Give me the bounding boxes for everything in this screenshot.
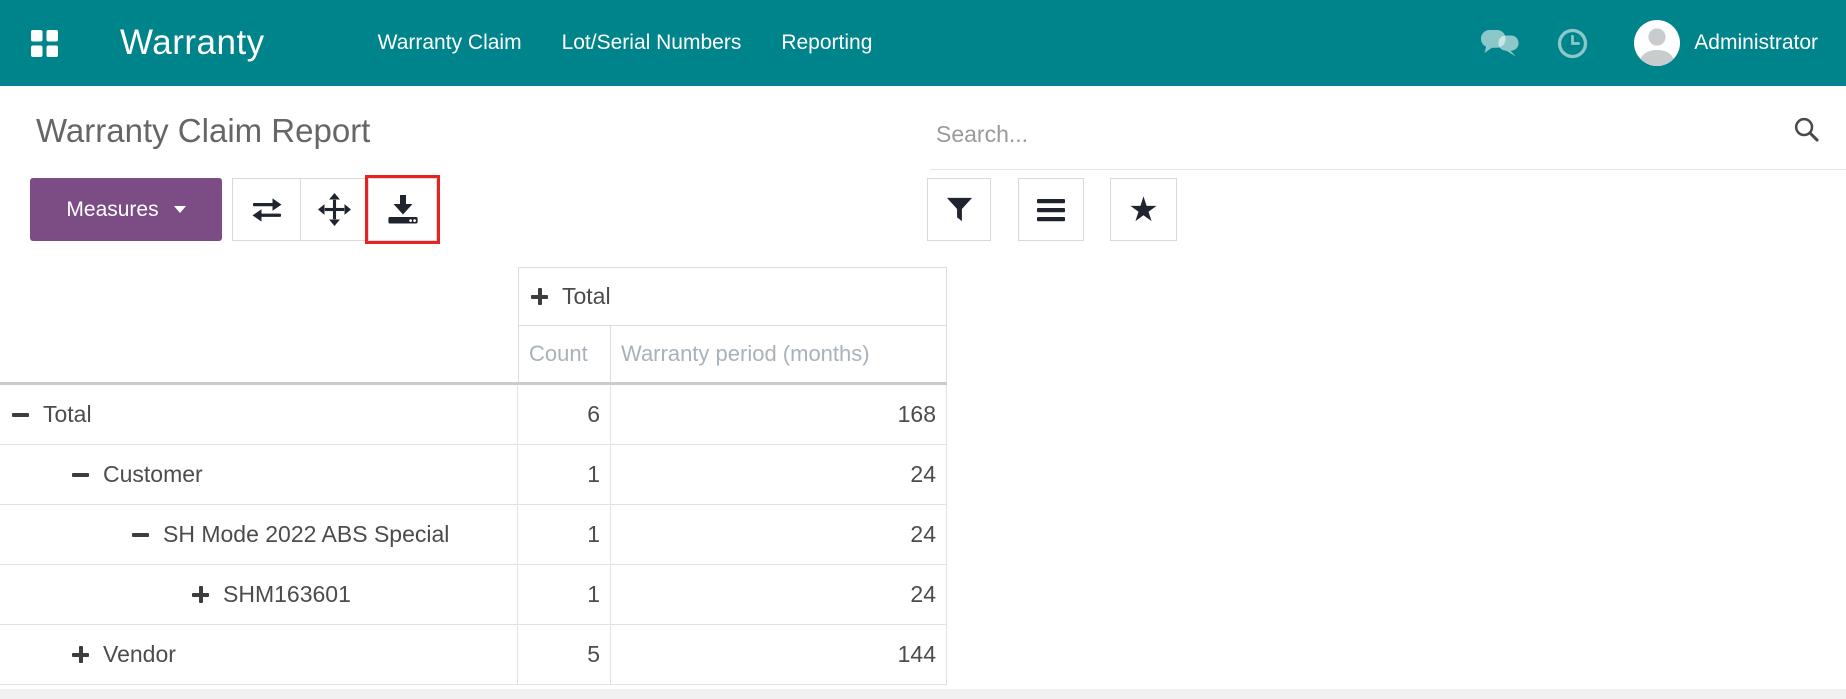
navbar-right-section: Administrator: [1479, 20, 1846, 66]
row-header-shm163601[interactable]: SHM163601: [0, 565, 518, 624]
favorites-button[interactable]: ★: [1110, 178, 1177, 241]
expand-icon[interactable]: [72, 646, 89, 663]
collapse-icon[interactable]: [132, 526, 149, 543]
clock-icon: [1558, 28, 1588, 58]
menu-item-lot-serial-numbers[interactable]: Lot/Serial Numbers: [561, 31, 742, 54]
count-value: 6: [518, 385, 611, 444]
expand-icon[interactable]: [192, 586, 209, 603]
row-header-customer[interactable]: Customer: [0, 445, 518, 504]
expand-all-button[interactable]: [300, 178, 369, 241]
pivot-corner-cell: [0, 326, 518, 382]
filters-button[interactable]: [927, 178, 991, 241]
count-value: 1: [518, 565, 611, 624]
table-row: SH Mode 2022 ABS Special 1 24: [0, 505, 947, 565]
move-arrows-icon: [318, 193, 351, 226]
apps-menu-button[interactable]: [30, 29, 58, 57]
pivot-view-buttons: [232, 175, 440, 244]
row-header-sh-mode-2022-abs-special[interactable]: SH Mode 2022 ABS Special: [0, 505, 518, 564]
row-header-total[interactable]: Total: [0, 385, 518, 444]
measure-header-count[interactable]: Count: [518, 326, 611, 382]
warranty-period-value: 168: [611, 385, 947, 444]
table-row: SHM163601 1 24: [0, 565, 947, 625]
collapse-icon[interactable]: [12, 406, 29, 423]
group-by-button[interactable]: [1018, 178, 1084, 241]
table-row: Customer 1 24: [0, 445, 947, 505]
pivot-toolbar: Measures: [0, 175, 1846, 244]
chevron-down-icon: [173, 206, 186, 213]
count-value: 1: [518, 445, 611, 504]
column-group-header-row: Total: [0, 267, 947, 326]
count-value: 5: [518, 625, 611, 684]
measure-header-warranty-period[interactable]: Warranty period (months): [611, 326, 947, 382]
search-option-buttons: ★: [927, 178, 1177, 241]
table-row: Total 6 168: [0, 385, 947, 445]
search-icon: [1793, 116, 1820, 143]
search-input[interactable]: [930, 121, 1846, 148]
column-group-total-header[interactable]: Total: [518, 267, 947, 326]
warranty-period-value: 24: [611, 565, 947, 624]
search-bar: [930, 100, 1846, 170]
table-row: Vendor 5 144: [0, 625, 947, 685]
apps-grid-icon: [30, 29, 58, 57]
group-by-bars-icon: [1037, 198, 1065, 221]
row-header-vendor[interactable]: Vendor: [0, 625, 518, 684]
row-label: Customer: [103, 461, 203, 487]
main-menu: Warranty Claim Lot/Serial Numbers Report…: [358, 0, 893, 86]
pivot-table: Total Count Warranty period (months) Tot…: [0, 267, 947, 685]
app-title[interactable]: Warranty: [120, 23, 265, 62]
top-navbar: Warranty Warranty Claim Lot/Serial Numbe…: [0, 0, 1846, 86]
person-silhouette-icon: [1639, 28, 1676, 66]
menu-item-reporting[interactable]: Reporting: [781, 31, 873, 54]
menu-item-warranty-claim[interactable]: Warranty Claim: [377, 31, 522, 54]
filter-funnel-icon: [946, 197, 972, 222]
page-title: Warranty Claim Report: [36, 112, 371, 149]
messages-button[interactable]: [1479, 28, 1519, 59]
column-group-label: Total: [562, 283, 611, 309]
row-label: SH Mode 2022 ABS Special: [163, 521, 450, 547]
measures-button-label: Measures: [66, 197, 159, 221]
row-label: SHM163601: [223, 581, 351, 607]
flip-axes-button[interactable]: [232, 178, 301, 241]
count-value: 1: [518, 505, 611, 564]
row-label: Total: [43, 401, 92, 427]
warranty-period-value: 144: [611, 625, 947, 684]
user-avatar[interactable]: [1634, 20, 1681, 66]
pivot-corner-cell: [0, 267, 518, 326]
flip-axes-icon: [252, 197, 281, 222]
warranty-period-value: 24: [611, 445, 947, 504]
measure-header-row: Count Warranty period (months): [0, 326, 947, 385]
download-xlsx-button[interactable]: [365, 175, 440, 244]
measures-button[interactable]: Measures: [30, 178, 222, 241]
row-label: Vendor: [103, 641, 176, 667]
user-menu[interactable]: Administrator: [1694, 31, 1818, 54]
star-icon: ★: [1128, 190, 1159, 229]
warranty-period-value: 24: [611, 505, 947, 564]
table-footer-strip: [0, 689, 1846, 699]
chat-bubbles-icon: [1481, 29, 1519, 57]
collapse-icon[interactable]: [72, 466, 89, 483]
expand-icon[interactable]: [531, 288, 548, 305]
download-icon: [387, 195, 418, 224]
activities-button[interactable]: [1557, 28, 1588, 59]
